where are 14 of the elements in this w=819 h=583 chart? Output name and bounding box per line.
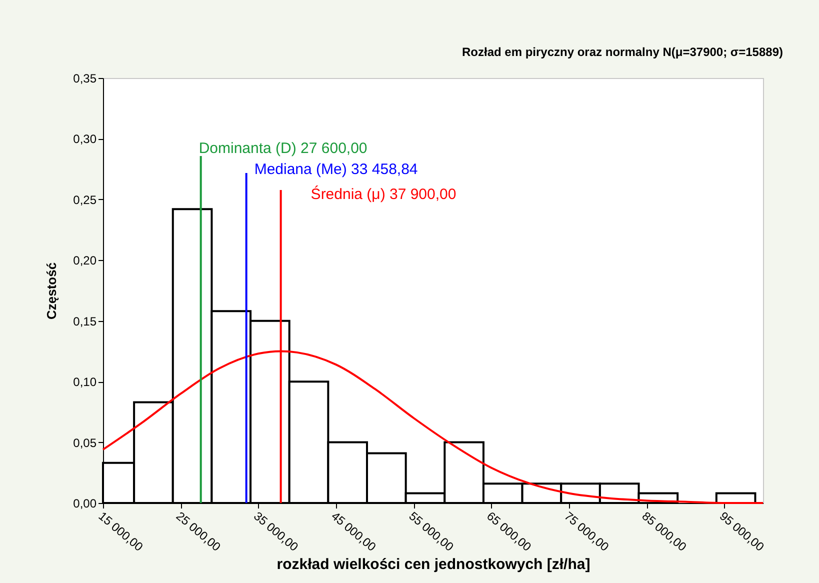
ref-line-label: Mediana (Me) 33 458,84 — [254, 161, 418, 178]
chart-title: Rozład em piryczny oraz normalny N(μ=37900; σ=15889) — [462, 45, 783, 59]
y-tick-label: 0,05 — [73, 436, 97, 450]
x-axis-title: rozkład wielkości cen jednostkowych [zł/ha] — [276, 556, 590, 574]
y-tick-label: 0,10 — [73, 375, 97, 390]
y-tick-label: 0,00 — [73, 496, 97, 510]
y-tick-label: 0,35 — [73, 72, 97, 86]
ref-line-label: Dominanta (D) 27 600,00 — [198, 140, 368, 157]
ref-line-label: Średnia (μ) 37 900,00 — [310, 185, 456, 203]
y-tick-label: 0,15 — [73, 314, 97, 328]
y-axis-title: Częstość — [44, 262, 60, 320]
y-tick-label: 0,30 — [73, 132, 97, 146]
y-tick-label: 0,20 — [73, 254, 97, 268]
y-tick-label: 0,25 — [73, 192, 97, 207]
